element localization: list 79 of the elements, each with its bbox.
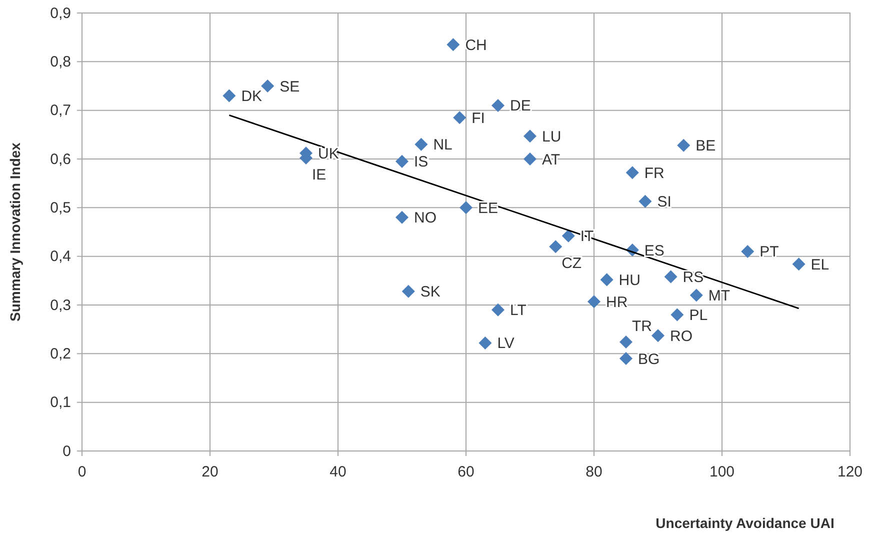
annotation: RO xyxy=(670,328,692,345)
annotation: PT xyxy=(760,244,779,261)
annotation: PL xyxy=(689,306,708,324)
annotation: FR xyxy=(644,164,665,182)
annotation: NO xyxy=(414,210,436,227)
annotation: RS xyxy=(682,269,704,286)
x-tick-label: 120 xyxy=(837,464,863,481)
point xyxy=(638,194,652,208)
point xyxy=(395,210,409,224)
point xyxy=(587,295,601,308)
point xyxy=(261,79,274,93)
y-tick-label: 0,1 xyxy=(50,394,71,412)
annotation: CZ xyxy=(562,254,582,272)
annotation: UK xyxy=(318,145,339,162)
annotation: EL xyxy=(810,256,830,274)
y-tick-label: 0,9 xyxy=(50,4,71,22)
annotation: FI xyxy=(472,110,485,127)
annotation: HU xyxy=(618,272,640,289)
y-tick-label: 0,6 xyxy=(50,150,71,168)
x-tick-label: 40 xyxy=(330,464,346,481)
x-axis-title: Uncertainty Avoidance UAI xyxy=(656,515,834,531)
annotation: EE xyxy=(478,200,498,217)
point xyxy=(523,152,537,166)
y-tick-label: 0,7 xyxy=(50,102,71,120)
annotation: SK xyxy=(420,284,440,301)
annotation: SI xyxy=(657,194,672,211)
annotation: ES xyxy=(644,242,664,260)
annotation: CH xyxy=(465,36,487,54)
point xyxy=(523,130,537,143)
point xyxy=(395,154,409,168)
point xyxy=(600,273,614,286)
point xyxy=(453,111,466,124)
annotation: DE xyxy=(510,98,531,115)
x-tick-label: 0 xyxy=(78,464,86,481)
x-tick-label: 100 xyxy=(709,464,735,481)
point xyxy=(478,336,492,350)
annotation: LT xyxy=(510,302,526,320)
annotation: TR xyxy=(632,318,652,336)
point xyxy=(664,270,678,284)
point xyxy=(670,308,684,322)
annotation: DK xyxy=(241,88,262,105)
y-tick-label: 0 xyxy=(62,442,71,460)
annotation: IS xyxy=(414,154,428,171)
annotation: HR xyxy=(606,294,628,311)
point xyxy=(677,138,690,152)
point xyxy=(491,303,505,316)
annotation: BG xyxy=(638,350,660,368)
annotation: MT xyxy=(708,288,730,305)
point xyxy=(626,166,639,180)
point xyxy=(549,240,562,254)
point xyxy=(619,352,633,366)
y-tick-label: 0,2 xyxy=(50,345,71,362)
annotation: LU xyxy=(542,128,562,146)
point xyxy=(402,284,415,298)
annotation: IE xyxy=(312,166,326,184)
y-tick-label: 0,5 xyxy=(50,199,71,216)
annotation: SE xyxy=(280,78,300,96)
x-tick-label: 60 xyxy=(458,464,474,481)
annotation: AT xyxy=(542,151,560,168)
point xyxy=(446,38,460,52)
annotation: BE xyxy=(696,138,716,155)
annotation: LV xyxy=(497,335,514,352)
y-tick-label: 0,3 xyxy=(50,296,71,314)
point xyxy=(414,138,428,151)
point xyxy=(459,201,473,214)
point xyxy=(491,98,505,112)
y-tick-label: 0,8 xyxy=(50,53,71,70)
annotation: NL xyxy=(433,136,452,154)
point xyxy=(792,258,806,271)
y-axis-title: Summary Innovation Index xyxy=(7,142,23,322)
point xyxy=(562,229,575,242)
x-tick-label: 20 xyxy=(202,464,218,481)
y-tick-label: 0,4 xyxy=(50,248,71,266)
point xyxy=(651,329,665,342)
x-tick-label: 80 xyxy=(586,464,602,481)
point xyxy=(619,335,633,349)
point xyxy=(690,288,703,302)
point xyxy=(741,244,754,258)
point xyxy=(222,89,236,102)
